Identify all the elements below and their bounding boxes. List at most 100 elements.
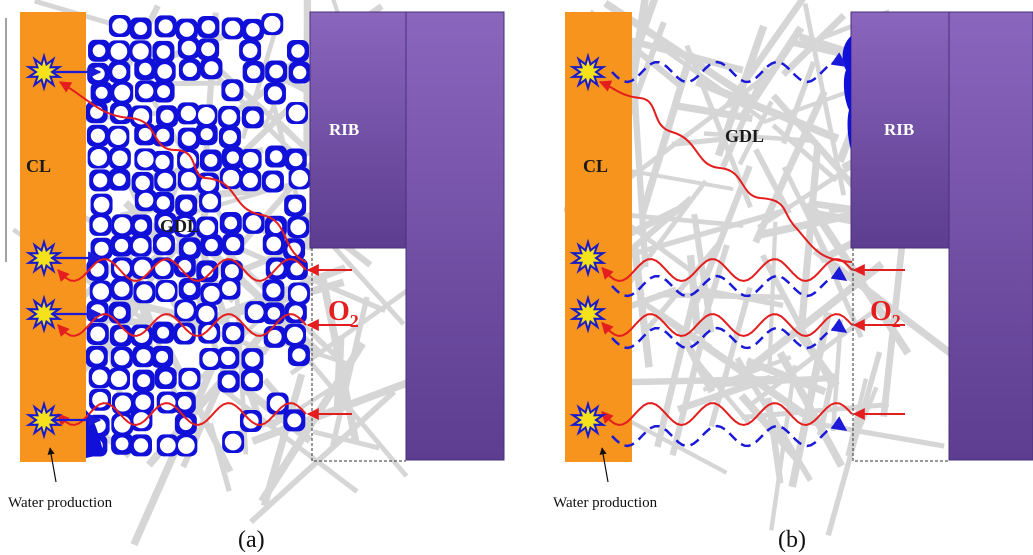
carbon-fiber bbox=[669, 317, 711, 457]
pore bbox=[181, 131, 197, 146]
carbon-fiber bbox=[739, 25, 805, 119]
pore bbox=[183, 282, 196, 296]
pore bbox=[177, 302, 194, 319]
pore bbox=[244, 351, 260, 367]
panel-caption-a: (a) bbox=[238, 527, 265, 553]
pore bbox=[112, 64, 127, 80]
carbon-fiber bbox=[249, 389, 397, 525]
pore bbox=[201, 42, 216, 57]
carbon-fiber bbox=[640, 238, 724, 337]
carbon-fiber bbox=[615, 73, 769, 190]
oxygen-label: O2 bbox=[328, 296, 359, 331]
oxygen-path bbox=[601, 402, 853, 427]
carbon-fiber bbox=[771, 123, 839, 183]
carbon-fiber bbox=[312, 429, 380, 451]
pore bbox=[290, 219, 307, 236]
carbon-fiber bbox=[185, 188, 270, 217]
panel-b: RIB CL GDL O2 Water production (b) bbox=[553, 0, 1033, 553]
carbon-fiber bbox=[781, 60, 817, 145]
pore bbox=[200, 128, 213, 141]
pore bbox=[134, 259, 151, 277]
pore bbox=[113, 306, 126, 319]
carbon-fiber bbox=[638, 51, 695, 216]
oxygen-path bbox=[58, 81, 307, 263]
pore bbox=[138, 83, 154, 99]
pore bbox=[267, 307, 281, 320]
carbon-fiber bbox=[741, 260, 885, 376]
pore bbox=[177, 437, 195, 454]
pore bbox=[244, 372, 260, 388]
pore bbox=[178, 259, 192, 273]
pore bbox=[160, 109, 174, 123]
pore bbox=[201, 20, 216, 34]
rib bbox=[850, 11, 1033, 461]
gdl-label: GDL bbox=[725, 126, 764, 146]
carbon-fiber bbox=[220, 386, 359, 494]
carbon-fiber bbox=[748, 311, 873, 407]
reaction-star bbox=[25, 294, 63, 334]
water-removal-path bbox=[611, 318, 848, 350]
pore bbox=[155, 260, 171, 277]
pore bbox=[156, 350, 169, 363]
oxygen-path bbox=[598, 80, 853, 263]
reaction-star bbox=[569, 238, 607, 278]
pore bbox=[158, 19, 173, 34]
carbon-fiber bbox=[232, 243, 387, 314]
pore bbox=[157, 172, 174, 189]
pore bbox=[159, 371, 173, 385]
pore bbox=[222, 169, 240, 187]
cl-label: CL bbox=[26, 156, 51, 176]
pore bbox=[91, 369, 108, 386]
carbon-fiber bbox=[693, 164, 753, 304]
pore bbox=[201, 324, 217, 341]
reaction-sites bbox=[25, 52, 102, 440]
pore bbox=[290, 262, 304, 276]
carbon-fiber bbox=[258, 341, 366, 504]
carbon-fiber bbox=[753, 148, 792, 215]
pore bbox=[198, 305, 215, 322]
pore bbox=[287, 413, 302, 428]
pore bbox=[137, 151, 154, 168]
rib-label: RIB bbox=[884, 120, 914, 139]
pore bbox=[114, 84, 131, 101]
oxygen-path bbox=[601, 258, 853, 283]
pore bbox=[288, 305, 303, 320]
pore bbox=[222, 281, 237, 297]
pore bbox=[136, 349, 151, 364]
carbon-fiber bbox=[797, 146, 822, 334]
carbon-fiber bbox=[241, 385, 313, 444]
pore bbox=[197, 107, 215, 124]
pore bbox=[287, 242, 301, 257]
pore bbox=[114, 260, 130, 277]
pore bbox=[225, 325, 241, 341]
pore bbox=[202, 351, 219, 367]
pore bbox=[156, 128, 170, 143]
carbon-fiber bbox=[671, 101, 754, 123]
pore bbox=[242, 172, 258, 188]
rib bbox=[309, 11, 505, 461]
pore bbox=[157, 326, 170, 339]
pore bbox=[110, 128, 127, 145]
carbon-fiber bbox=[654, 295, 698, 448]
carbon-fiber bbox=[769, 365, 798, 531]
pore bbox=[133, 412, 150, 429]
pore bbox=[242, 151, 259, 168]
pore bbox=[114, 217, 131, 234]
pore bbox=[291, 44, 305, 58]
pore bbox=[245, 215, 262, 231]
pore bbox=[264, 15, 281, 33]
pore bbox=[137, 374, 151, 388]
reaction-star bbox=[25, 238, 63, 278]
pore bbox=[225, 83, 240, 98]
pore bbox=[182, 62, 198, 77]
pore bbox=[156, 45, 171, 59]
pore bbox=[204, 153, 218, 167]
carbon-fiber bbox=[767, 221, 778, 369]
pore bbox=[92, 283, 110, 300]
carbon-fiber bbox=[752, 89, 828, 244]
pore bbox=[114, 281, 130, 297]
catalyst-layer bbox=[20, 12, 86, 462]
pore bbox=[115, 437, 129, 451]
pore bbox=[180, 171, 197, 188]
